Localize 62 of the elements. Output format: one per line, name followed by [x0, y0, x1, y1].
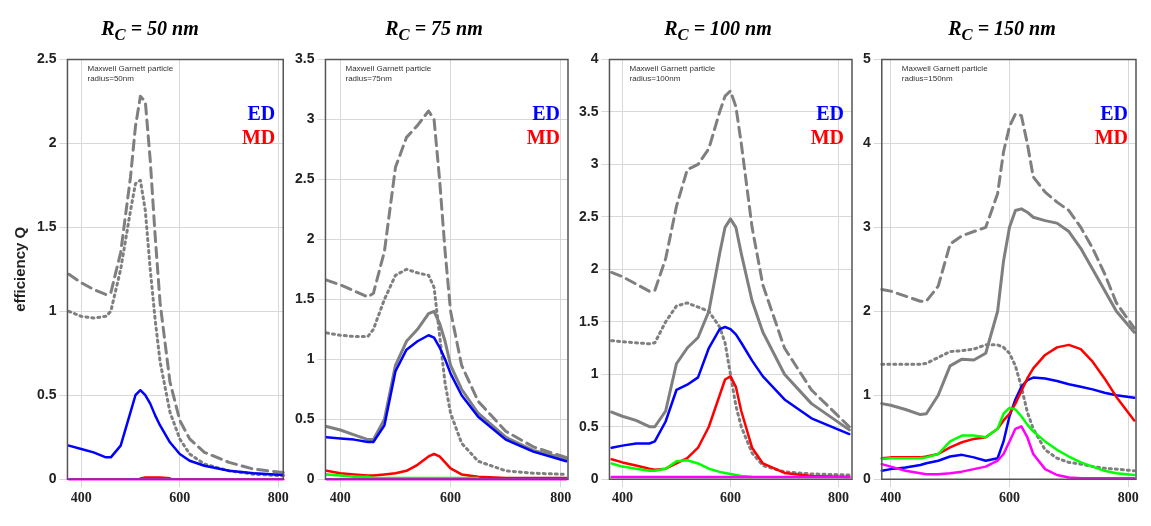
y-tick-label: 1: [306, 350, 315, 367]
x-tick-label: 800: [267, 490, 289, 506]
x-tick-label: 600: [440, 490, 462, 506]
annotation: Maxwell Garnett particle: [87, 63, 174, 73]
y-tick-label: 2.5: [36, 50, 57, 67]
y-tick-label: 1: [590, 365, 599, 382]
x-tick-label: 800: [1117, 490, 1139, 506]
y-tick-label: 3.5: [578, 102, 599, 119]
y-tick-label: 3: [306, 110, 315, 127]
x-tick-label: 600: [169, 490, 191, 506]
y-tick-label: 3: [862, 218, 871, 235]
annotation: radius=75nm: [345, 73, 393, 83]
text: MD: [241, 125, 276, 148]
y-tick-label: 0: [862, 470, 871, 487]
x-tick-label: 800: [550, 490, 572, 506]
y-tick-label: 3.5: [294, 50, 315, 67]
text: MD: [810, 125, 844, 148]
chart-title: R$_{C}$ = 75 nm: [384, 16, 484, 46]
x-tick-label: 400: [70, 490, 92, 506]
y-tick-label: 1.5: [294, 290, 315, 307]
y-tick-label: 2.5: [578, 207, 599, 224]
annotation: radius=100nm: [629, 73, 681, 83]
text: MD: [526, 125, 560, 148]
text: ED: [1100, 101, 1128, 124]
chart-title: R$_{C}$ = 50 nm: [100, 16, 200, 46]
y-tick-label: 1: [862, 386, 871, 403]
y-tick-label: 4: [590, 50, 599, 67]
text: MD: [1094, 125, 1128, 148]
y-tick-label: 2: [48, 134, 57, 151]
y-tick-label: 5: [862, 50, 871, 67]
y-tick-label: 3: [590, 155, 599, 172]
y-tick-label: 1: [48, 302, 57, 319]
x-tick-label: 600: [719, 490, 741, 506]
annotation: Maxwell Garnett particle: [345, 63, 432, 73]
chart-title: R$_{C}$ = 150 nm: [947, 16, 1057, 46]
x-tick-label: 800: [828, 490, 849, 506]
y-tick-label: 0.5: [294, 410, 315, 427]
x-tick-label: 600: [998, 490, 1020, 506]
y-tick-label: 0: [306, 470, 315, 487]
y-tick-label: 1.5: [36, 218, 57, 235]
x-tick-label: 400: [880, 490, 902, 506]
y-tick-label: 0: [48, 470, 57, 487]
annotation: Maxwell Garnett particle: [901, 63, 989, 73]
y-tick-label: 0.5: [578, 417, 599, 434]
text: ED: [532, 101, 560, 124]
annotation: radius=50nm: [87, 73, 135, 83]
y-tick-label: 2.5: [294, 170, 315, 187]
y-tick-label: 2: [862, 302, 871, 319]
y-axis-title: efficiency Q: [11, 226, 29, 312]
x-tick-label: 400: [611, 490, 633, 506]
y-tick-label: 0: [590, 470, 599, 487]
annotation: Maxwell Garnett particle: [629, 63, 716, 73]
y-tick-label: 0.5: [36, 386, 57, 403]
x-tick-label: 400: [329, 490, 351, 506]
y-tick-label: 2: [306, 230, 315, 247]
y-tick-label: 2: [590, 260, 599, 277]
text: ED: [247, 101, 276, 124]
text: ED: [816, 101, 844, 124]
y-tick-label: 1.5: [578, 312, 599, 329]
annotation: radius=150nm: [901, 73, 954, 83]
chart-title: R$_{C}$ = 100 nm: [663, 16, 773, 46]
y-tick-label: 4: [862, 134, 871, 151]
